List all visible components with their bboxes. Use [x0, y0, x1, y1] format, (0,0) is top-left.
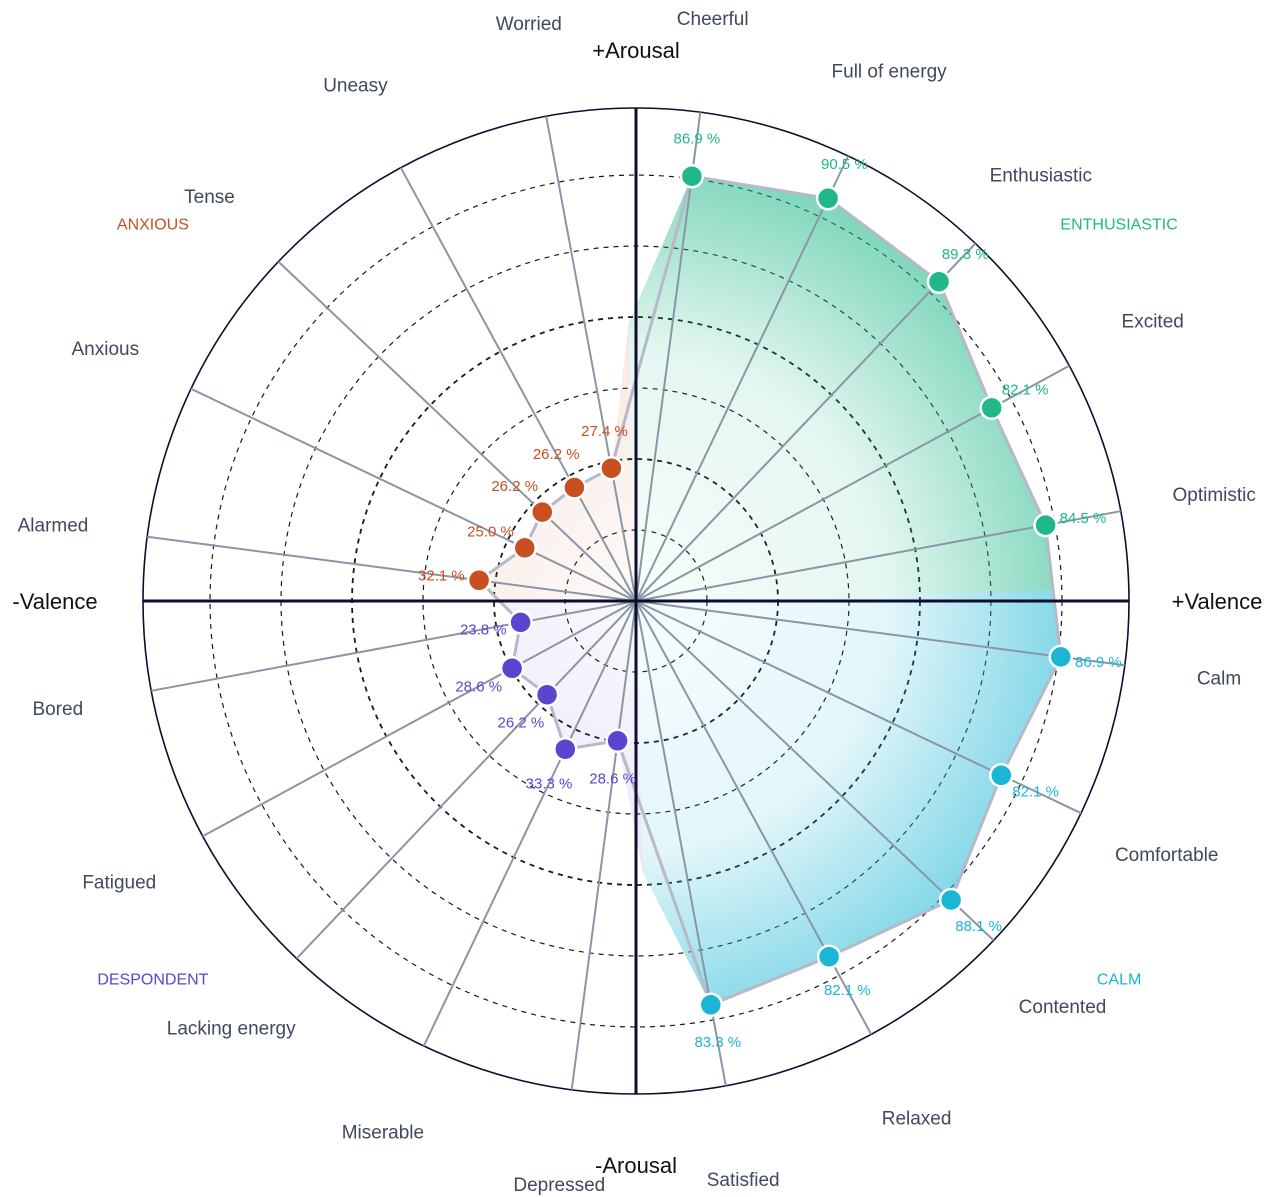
value-label-miserable: 33.3 % [526, 776, 573, 793]
spoke-depressed [570, 600, 637, 1090]
emotion-label-tense: Tense [184, 187, 235, 208]
value-label-anxious: 25.0 % [467, 524, 514, 541]
value-label-calm: 86.9 % [1075, 654, 1122, 671]
area-calm [636, 590, 1061, 1005]
value-label-alarmed: 32.1 % [418, 567, 465, 584]
point-excited[interactable] [979, 395, 1004, 421]
spoke-bored [151, 600, 637, 692]
emotion-label-calm: Calm [1197, 669, 1241, 690]
value-label-worried: 27.4 % [581, 423, 628, 440]
point-fatigued[interactable] [499, 656, 525, 681]
value-label-depressed: 28.6 % [589, 771, 636, 788]
spoke-miserable [422, 600, 637, 1047]
group-label-despondent: DESPONDENT [97, 971, 208, 988]
point-miserable[interactable] [553, 736, 578, 762]
value-label-enthusiastic: 89.3 % [942, 246, 989, 263]
value-label-fatigued: 28.6 % [455, 678, 502, 695]
area-enthusiastic [628, 176, 1054, 601]
point-satisfied[interactable] [698, 992, 724, 1018]
point-relaxed[interactable] [816, 944, 842, 969]
point-anxious[interactable] [512, 535, 538, 561]
point-cheerful[interactable] [679, 163, 705, 189]
emotion-label-lacking-energy: Lacking energy [167, 1019, 296, 1040]
emotion-label-contented: Contented [1019, 997, 1107, 1018]
emotion-label-miserable: Miserable [342, 1123, 424, 1144]
value-label-bored: 23.8 % [460, 621, 507, 638]
emotion-label-worried: Worried [496, 14, 562, 35]
spoke-fatigued [202, 600, 637, 838]
emotion-label-satisfied: Satisfied [707, 1170, 780, 1191]
spoke-alarmed [147, 535, 637, 602]
spoke-calm [635, 600, 1125, 667]
value-label-full-of-energy: 90.5 % [821, 156, 868, 173]
emotion-label-full-of-energy: Full of energy [832, 61, 948, 82]
emotion-label-cheerful: Cheerful [677, 9, 749, 30]
point-calm[interactable] [1048, 644, 1074, 670]
value-label-relaxed: 82.1 % [824, 982, 871, 999]
spoke-tense [277, 260, 637, 602]
spoke-contented [635, 600, 995, 942]
point-depressed[interactable] [605, 728, 630, 754]
emotion-label-anxious: Anxious [71, 339, 139, 360]
area-anxious [479, 322, 636, 605]
emotion-label-bored: Bored [32, 699, 83, 720]
group-label-enthusiastic: ENTHUSIASTIC [1060, 217, 1177, 234]
value-label-satisfied: 83.3 % [694, 1034, 741, 1051]
value-label-tense: 26.2 % [491, 478, 538, 495]
point-uneasy[interactable] [562, 475, 587, 500]
group-label-anxious: ANXIOUS [117, 217, 189, 234]
axis-label-right: +Valence [1172, 589, 1263, 614]
emotion-label-enthusiastic: Enthusiastic [990, 166, 1092, 187]
emotion-label-fatigued: Fatigued [82, 873, 156, 894]
emotion-label-depressed: Depressed [513, 1175, 605, 1196]
value-label-uneasy: 26.2 % [533, 446, 580, 463]
point-optimistic[interactable] [1033, 512, 1058, 538]
spoke-cheerful [635, 112, 702, 602]
axis-label-left: -Valence [12, 589, 97, 614]
value-label-cheerful: 86.9 % [674, 131, 721, 148]
emotion-label-relaxed: Relaxed [882, 1109, 952, 1130]
axis-label-bottom: -Arousal [595, 1153, 677, 1178]
emotion-label-excited: Excited [1122, 311, 1184, 332]
emotion-label-alarmed: Alarmed [18, 515, 89, 536]
point-enthusiastic[interactable] [926, 269, 952, 294]
emotion-label-comfortable: Comfortable [1115, 845, 1219, 866]
value-label-lacking-energy: 26.2 % [498, 714, 545, 731]
value-label-comfortable: 82.1 % [1012, 784, 1059, 801]
spoke-enthusiastic [635, 242, 977, 602]
value-label-optimistic: 84.5 % [1060, 510, 1107, 527]
point-contented[interactable] [938, 887, 964, 913]
point-comfortable[interactable] [989, 763, 1014, 788]
group-label-calm: CALM [1097, 971, 1141, 988]
point-alarmed[interactable] [466, 568, 492, 593]
point-lacking-energy[interactable] [534, 682, 560, 707]
emotion-label-uneasy: Uneasy [323, 75, 388, 96]
spoke-worried [545, 116, 637, 602]
value-label-contented: 88.1 % [955, 918, 1002, 935]
emotion-label-optimistic: Optimistic [1172, 485, 1255, 506]
axis-label-top: +Arousal [592, 38, 679, 63]
point-bored[interactable] [508, 610, 533, 635]
spoke-full-of-energy [635, 155, 850, 602]
spoke-uneasy [399, 167, 637, 602]
point-full-of-energy[interactable] [815, 186, 841, 211]
value-label-excited: 82.1 % [1002, 382, 1049, 399]
point-worried[interactable] [599, 455, 624, 481]
point-tense[interactable] [530, 499, 555, 525]
spoke-lacking-energy [295, 600, 637, 960]
spoke-anxious [190, 387, 637, 602]
